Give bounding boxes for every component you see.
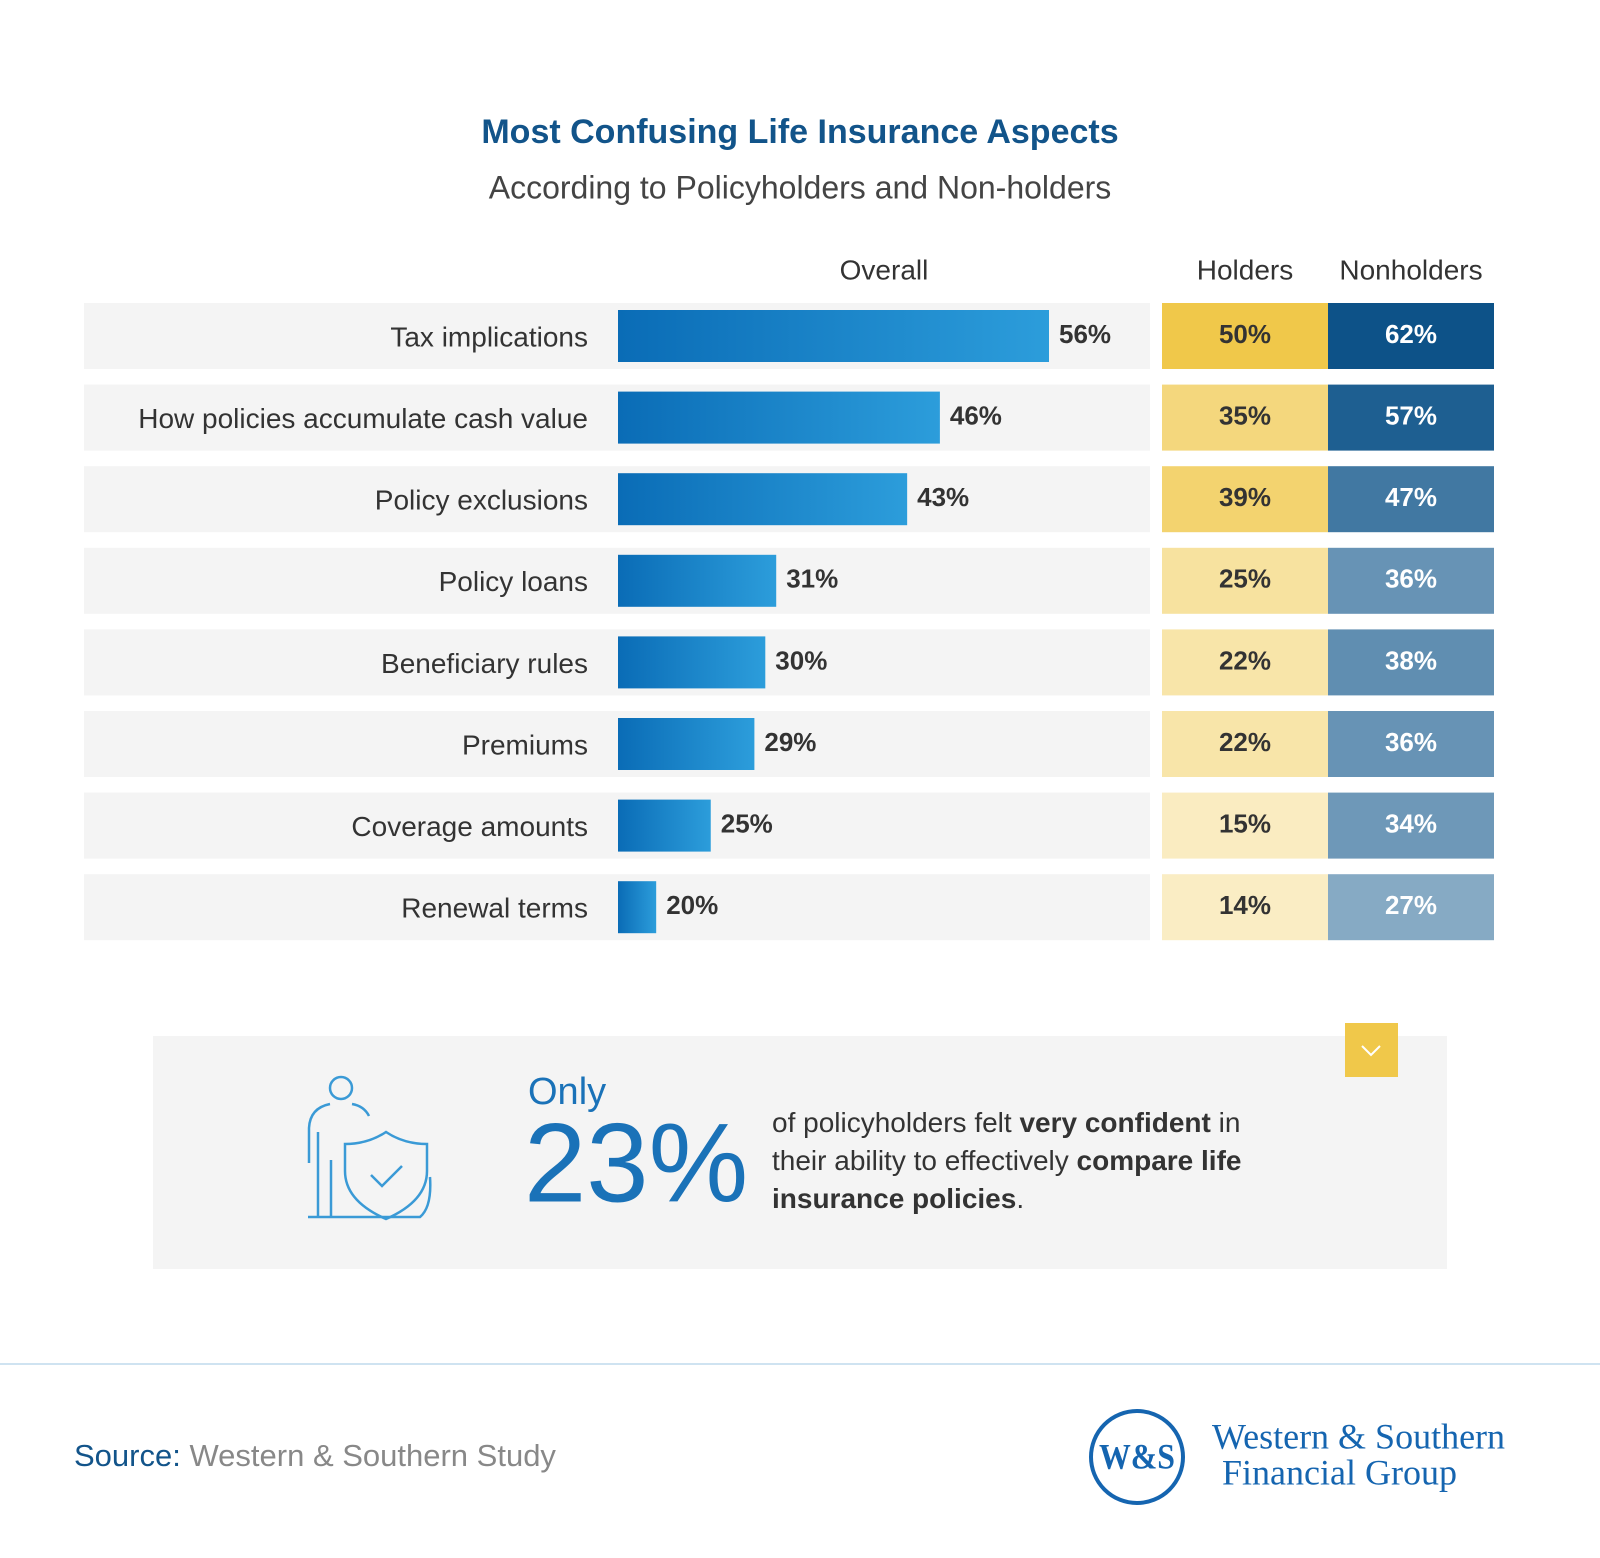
cell: [1162, 384, 1328, 451]
value-label: 30%: [775, 645, 827, 675]
value-label: 31%: [786, 564, 838, 594]
cell-label: 34%: [1385, 808, 1437, 838]
chart-title: Most Confusing Life Insurance Aspects: [481, 113, 1118, 151]
chart-subtitle: According to Policyholders and Non-holde…: [489, 169, 1112, 205]
bar: [618, 554, 777, 607]
callout-text-segment: .: [1016, 1183, 1025, 1214]
callout-text-segment: very confident: [1019, 1107, 1211, 1138]
cell: [1162, 303, 1328, 369]
category-label: How policies accumulate cash value: [138, 403, 588, 434]
category-label: Policy loans: [439, 566, 588, 597]
cell-label: 22%: [1219, 727, 1271, 757]
cell: [1328, 792, 1494, 859]
column-header: Nonholders: [1339, 254, 1482, 285]
cell: [1328, 874, 1494, 941]
cell-label: 36%: [1385, 727, 1437, 757]
value-label: 20%: [666, 890, 718, 920]
cell-label: 27%: [1385, 890, 1437, 920]
cell: [1328, 466, 1494, 533]
callout-prefix: Only: [528, 1071, 606, 1113]
cell-label: 25%: [1219, 564, 1271, 594]
callout-text: of policyholders felt very confident in …: [772, 1104, 1292, 1218]
bar: [618, 310, 1049, 362]
row-background: [84, 466, 1150, 533]
value-label: 46%: [950, 400, 1002, 430]
row-background: [84, 874, 1150, 941]
row-background: [84, 547, 1150, 614]
cell-label: 36%: [1385, 564, 1437, 594]
callout-text-segment: in their ability to effectively: [772, 1107, 1241, 1176]
person-shield-icon: [307, 1075, 432, 1221]
cell: [1162, 792, 1328, 859]
cell-label: 47%: [1385, 482, 1437, 512]
callout-box: [153, 1036, 1447, 1269]
cell-label: 35%: [1219, 400, 1271, 430]
source-text: Western & Southern Study: [189, 1438, 556, 1473]
callout-value: 23%: [524, 1101, 748, 1226]
logo-line1: Western & Southern: [1212, 1416, 1505, 1456]
chevron-button[interactable]: [1345, 1023, 1398, 1077]
cell: [1328, 384, 1494, 451]
callout-text-segment: of policyholders felt: [772, 1107, 1020, 1138]
bar: [618, 881, 657, 934]
cell-label: 39%: [1219, 482, 1271, 512]
cell: [1162, 874, 1328, 941]
cell: [1162, 547, 1328, 614]
logo-line2: Financial Group: [1222, 1452, 1457, 1492]
category-label: Coverage amounts: [351, 811, 588, 842]
cell-label: 62%: [1385, 319, 1437, 349]
rows: Holders Nonholders Tax implications 56% 50% 6…: [84, 254, 1494, 941]
source-label: Source:: [74, 1438, 181, 1473]
source: Source: Western & Southern Study: [74, 1438, 556, 1473]
category-label: Beneficiary rules: [381, 648, 588, 679]
value-label: 56%: [1059, 319, 1111, 349]
bar: [618, 473, 908, 526]
cell: [1328, 629, 1494, 696]
column-header: Overall: [840, 254, 929, 285]
row-background: [84, 711, 1150, 777]
callout-text-segment: compare life insurance policies: [772, 1145, 1242, 1214]
row-background: [84, 792, 1150, 859]
chevron-icon: [1361, 1045, 1381, 1057]
row-background: [84, 629, 1150, 696]
value-label: 29%: [764, 727, 816, 757]
value-label: 43%: [917, 482, 969, 512]
cell-label: 38%: [1385, 645, 1437, 675]
column-header: Holders: [1197, 254, 1293, 285]
cell: [1328, 711, 1494, 777]
cell-label: 22%: [1219, 645, 1271, 675]
category-label: Renewal terms: [401, 893, 588, 924]
category-label: Premiums: [462, 729, 588, 760]
cell-label: 14%: [1219, 890, 1271, 920]
value-label: 25%: [721, 808, 773, 838]
bar: [618, 799, 711, 852]
row-background: [84, 384, 1150, 451]
cell: [1162, 629, 1328, 696]
logo-mark: W&S: [1099, 1436, 1175, 1476]
cell-label: 50%: [1219, 319, 1271, 349]
cell: [1162, 711, 1328, 777]
cell: [1328, 303, 1494, 369]
cell: [1162, 466, 1328, 533]
category-label: Tax implications: [390, 321, 588, 352]
logo-circle: [1089, 1409, 1185, 1505]
bar: [618, 718, 755, 770]
bar: [618, 391, 940, 444]
category-label: Policy exclusions: [375, 485, 588, 516]
cell-label: 15%: [1219, 808, 1271, 838]
cell-label: 57%: [1385, 400, 1437, 430]
cell: [1328, 547, 1494, 614]
bar: [618, 636, 766, 689]
